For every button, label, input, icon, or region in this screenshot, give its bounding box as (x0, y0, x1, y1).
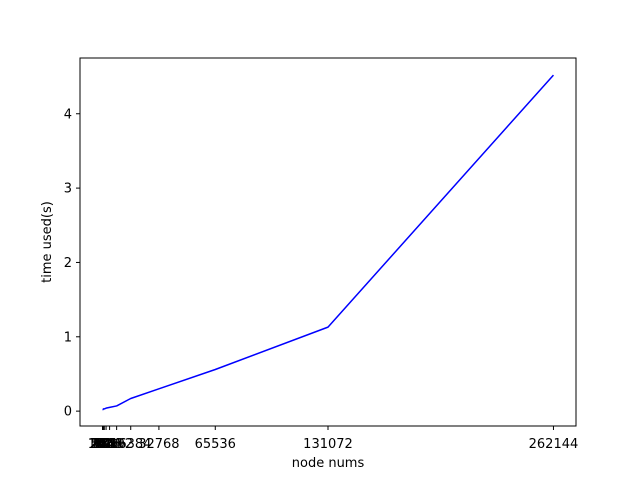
x-tick-label: 256 (91, 437, 116, 452)
series-line-0 (101, 74, 555, 411)
y-axis-ticks: 0 1 2 3 4 (64, 107, 80, 420)
x-tick-label: 131072 (303, 437, 353, 452)
y-axis-label: time used(s) (40, 201, 55, 283)
x-tick-label: 65536 (195, 437, 236, 452)
x-tick-label: 32768 (138, 437, 179, 452)
x-tick-label: 4096 (93, 437, 126, 452)
y-tick-label: 4 (64, 107, 72, 122)
x-tick-label: 2 (98, 437, 106, 452)
plot-series (101, 74, 555, 411)
x-tick-label: 64 (94, 437, 111, 452)
x-tick-label: 16384 (110, 437, 151, 452)
x-axis-ticks: 1248163264128256512102420484096819216384… (88, 426, 579, 452)
x-tick-label: 16 (94, 437, 111, 452)
x-tick-label: 4 (98, 437, 106, 452)
x-axis-label: node nums (292, 456, 365, 471)
x-tick-label: 8 (98, 437, 106, 452)
x-tick-label: 128 (90, 437, 115, 452)
x-tick-label: 1 (98, 437, 106, 452)
x-tick-label: 8192 (100, 437, 133, 452)
x-tick-label: 262144 (529, 437, 579, 452)
x-tick-label: 512 (91, 437, 116, 452)
y-tick-label: 1 (64, 330, 72, 345)
y-tick-label: 2 (64, 256, 72, 271)
plot-frame (79, 57, 577, 427)
x-tick-label: 1024 (88, 437, 121, 452)
y-tick-label: 3 (64, 182, 72, 197)
y-tick-label: 0 (64, 405, 72, 420)
x-tick-label: 32 (94, 437, 111, 452)
x-tick-label: 2048 (90, 437, 123, 452)
